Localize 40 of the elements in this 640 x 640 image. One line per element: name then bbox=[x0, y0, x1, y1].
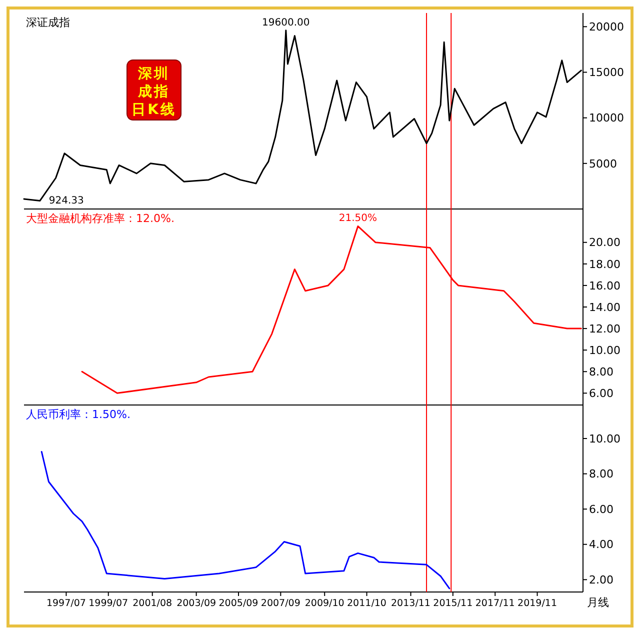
x-tick-label: 2001/08 bbox=[132, 598, 172, 609]
y-tick-label: 18.00 bbox=[589, 258, 620, 271]
text: 月线 bbox=[587, 596, 609, 609]
annotation: 924.33 bbox=[48, 196, 84, 207]
x-tick-label: 2007/09 bbox=[260, 598, 300, 609]
x-tick-label: 1997/07 bbox=[46, 598, 86, 609]
annotation: 日K线 bbox=[132, 102, 176, 118]
y-tick-label: 6.00 bbox=[589, 387, 614, 400]
annotation: 深圳 bbox=[137, 66, 170, 82]
y-tick-label: 6.00 bbox=[589, 502, 614, 516]
y-tick-label: 20000 bbox=[589, 20, 624, 34]
x-tick-label: 2017/11 bbox=[475, 598, 515, 609]
line-series bbox=[40, 451, 450, 590]
y-tick-label: 14.00 bbox=[589, 300, 620, 314]
x-tick-label: 2005/09 bbox=[218, 598, 258, 609]
y-tick-label: 20.00 bbox=[589, 236, 620, 250]
chart-title: 深证成指 bbox=[26, 16, 70, 29]
x-tick-label: 2009/10 bbox=[304, 598, 344, 609]
x-tick-label: 2003/09 bbox=[176, 598, 216, 609]
y-tick-label: 10.00 bbox=[589, 432, 620, 446]
chart-title: 大型金融机构存准率：12.0%. bbox=[26, 212, 174, 225]
x-tick-label: 1999/07 bbox=[88, 598, 128, 609]
y-tick-label: 8.00 bbox=[589, 468, 614, 481]
x-tick-label: 2013/11 bbox=[391, 598, 430, 609]
y-tick-label: 12.00 bbox=[589, 322, 620, 336]
annotation: 成指 bbox=[137, 84, 170, 100]
y-tick-label: 10.00 bbox=[589, 344, 620, 357]
y-tick-label: 4.00 bbox=[589, 538, 614, 552]
y-tick-label: 8.00 bbox=[589, 365, 614, 378]
y-tick-label: 15000 bbox=[589, 66, 624, 80]
y-tick-label: 10000 bbox=[589, 112, 624, 125]
annotation: 21.50% bbox=[338, 213, 377, 224]
x-tick-label: 2015/11 bbox=[433, 598, 473, 609]
y-tick-label: 16.00 bbox=[589, 279, 620, 292]
y-tick-label: 5000 bbox=[589, 157, 617, 170]
x-tick-label: 2011/10 bbox=[347, 598, 386, 609]
annotation: 19600.00 bbox=[262, 17, 310, 28]
x-tick-label: 2019/11 bbox=[518, 598, 558, 609]
chart-title: 人民币利率：1.50%. bbox=[26, 408, 130, 421]
y-tick-label: 2.00 bbox=[589, 574, 614, 586]
